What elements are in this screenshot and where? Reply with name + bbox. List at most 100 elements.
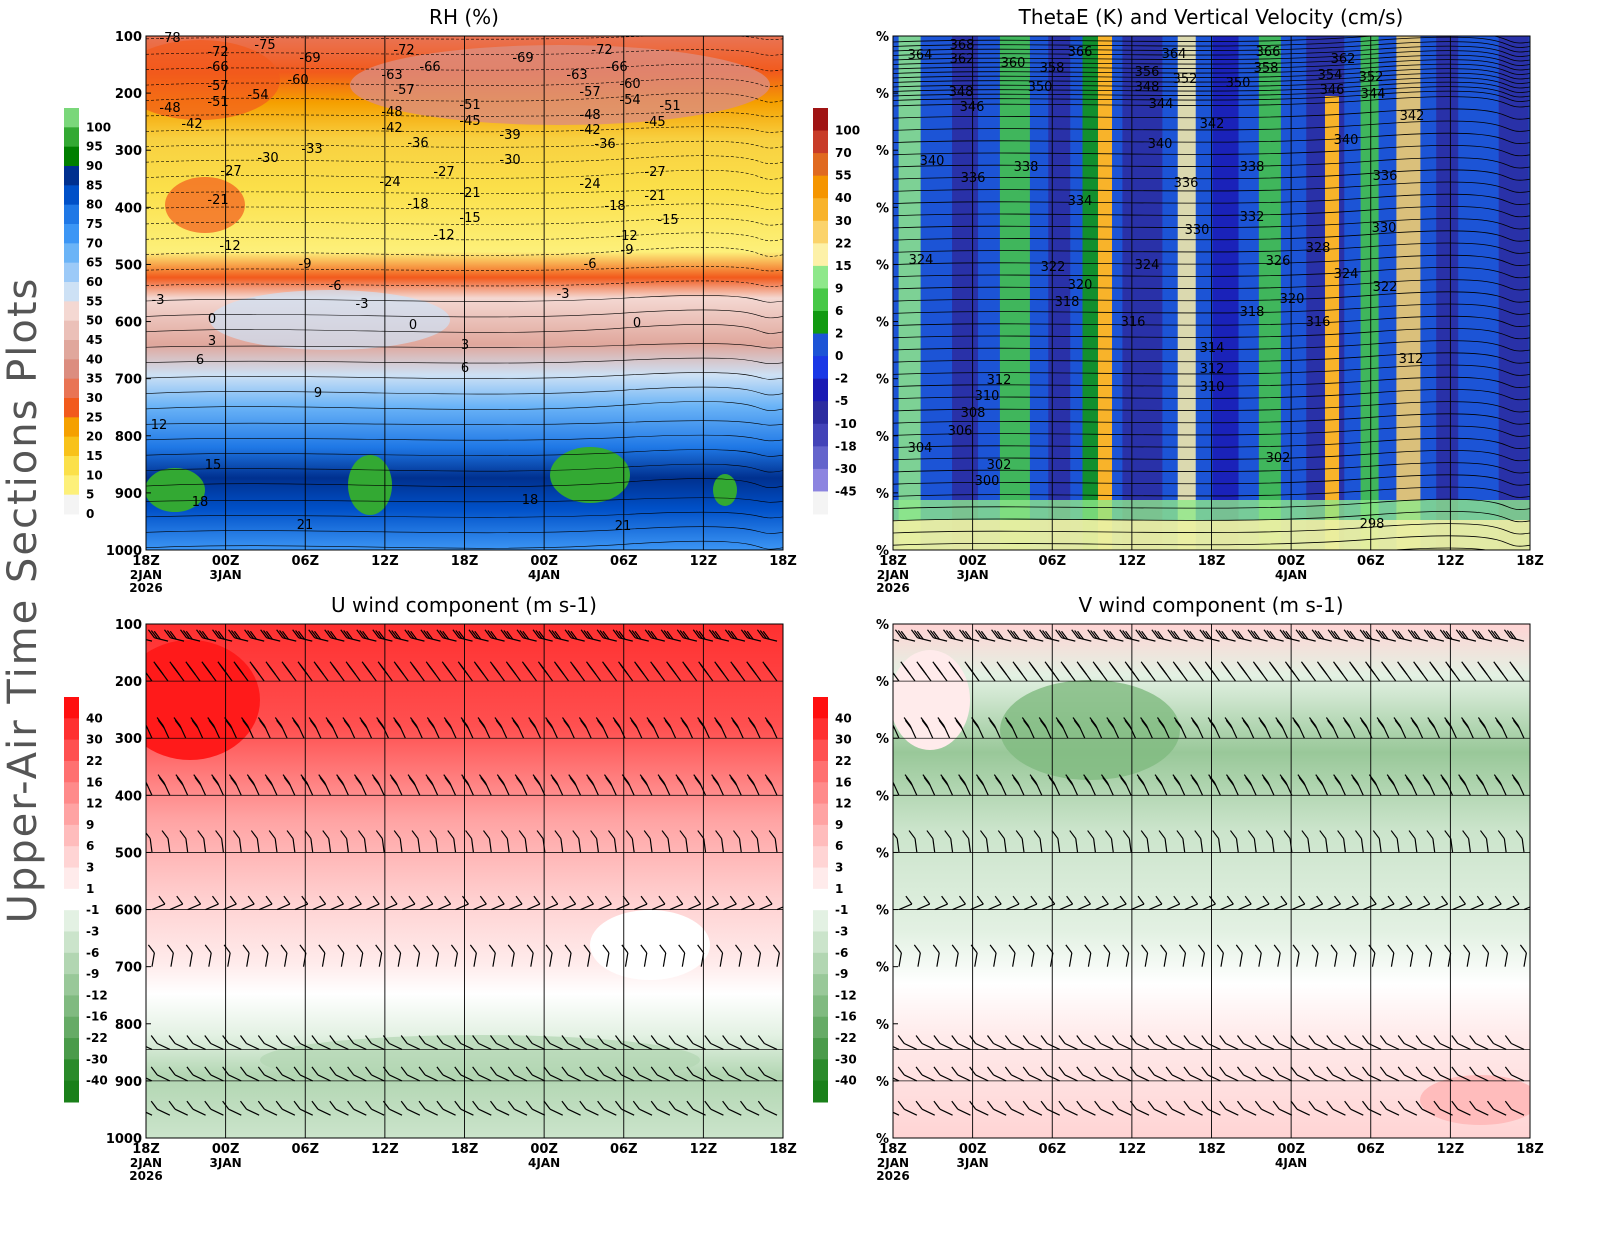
- v-wind-barb-feather: [1197, 944, 1205, 954]
- u-wind-barb-feather: [715, 719, 723, 729]
- u-wind-barb-feather: [579, 1100, 587, 1110]
- thetae-plot-frame: [892, 35, 1531, 551]
- u-wind-barb-feather: [676, 776, 684, 786]
- u-wind-barb-shaft: [488, 838, 492, 853]
- v-wind-barb-feather: [1226, 895, 1234, 905]
- u-wind-barb-feather: [621, 944, 629, 954]
- rh-contour-label: -27: [644, 165, 665, 180]
- u-wind-barb-feather: [166, 630, 174, 639]
- u-wind-barb-feather: [300, 774, 308, 783]
- v-wind-barb-feather: [1273, 944, 1281, 954]
- rh-temperature-contour: [146, 169, 783, 180]
- v-wind-barb-feather: [927, 629, 934, 639]
- v-wind-barb-feather: [1451, 1100, 1459, 1110]
- u-wind-barb-feather: [257, 1100, 265, 1110]
- u-wind-barb-feather: [526, 944, 534, 954]
- rh-temperature-contour: [146, 401, 783, 411]
- v-wind-barb-shaft: [1118, 1042, 1132, 1051]
- u-wind-barb-feather: [282, 774, 290, 783]
- u-colorbar-label: 30: [86, 733, 103, 747]
- v-wind-barb-feather: [991, 629, 999, 639]
- v-wind-barb-feather: [1422, 774, 1430, 783]
- u-wind-barb-feather: [764, 717, 772, 726]
- u-wind-barb-feather: [157, 774, 165, 783]
- u-wind-barb-feather: [597, 719, 604, 729]
- u-wind-barb-feather: [711, 895, 719, 905]
- v-wind-barb-feather: [1190, 774, 1198, 783]
- u-wind-barb-feather: [714, 630, 722, 640]
- u-wind-barb-feather: [147, 629, 155, 639]
- u-wind-barb-feather: [186, 1035, 194, 1044]
- u-wind-barb-feather: [612, 629, 620, 639]
- u-wind-barb-shaft: [721, 838, 725, 853]
- u-wind-barb-feather: [472, 1100, 480, 1110]
- u-wind-barb-feather: [686, 1066, 694, 1076]
- v-wind-barb-feather: [1408, 830, 1416, 839]
- u-wind-barb-feather: [679, 830, 687, 839]
- v-wind-barb-feather: [1105, 830, 1112, 839]
- u-wind-barb-shaft: [506, 838, 510, 853]
- v-wind-barb-feather: [1122, 830, 1130, 839]
- u-wind-barb-shaft: [585, 1074, 599, 1082]
- v-wind-barb-shaft: [957, 1042, 971, 1051]
- u-wind-barb-shaft: [169, 903, 183, 911]
- v-wind-barb-shaft: [1082, 1108, 1096, 1116]
- u-wind-barb-feather: [735, 944, 742, 954]
- u-wind-barb-feather: [179, 830, 187, 839]
- v-wind-barb-shaft: [1100, 1074, 1114, 1082]
- u-wind-barb-feather: [757, 1100, 765, 1110]
- u-wind-barb-feather: [675, 774, 683, 783]
- v-wind-barb-feather: [1253, 630, 1261, 640]
- thetae-contour-label: 330: [1372, 221, 1397, 236]
- v-wind-barb-feather: [1137, 776, 1145, 786]
- u-wind-barb-feather: [685, 666, 693, 676]
- u-wind-barb-feather: [283, 895, 291, 905]
- u-wind-barb-shaft: [299, 1042, 313, 1051]
- v-wind-barb-feather: [1045, 630, 1052, 640]
- rh-contour-label: -48: [381, 105, 402, 120]
- u-wind-barb-feather: [678, 944, 686, 954]
- u-wind-barb-feather: [515, 895, 523, 905]
- u-wind-barb-feather: [281, 630, 289, 640]
- u-wind-barb-feather: [704, 1100, 712, 1110]
- u-wind-barb-feather: [204, 944, 212, 954]
- te-colorbar-swatch: [813, 220, 828, 244]
- u-wind-barb-feather: [382, 1100, 390, 1110]
- v-wind-barb-feather: [1051, 830, 1059, 839]
- v-colorbar-swatch: [813, 803, 828, 826]
- te-date-label: 3JAN: [957, 568, 989, 582]
- v-wind-barb-feather: [1157, 630, 1165, 640]
- u-wind-barb-feather: [561, 1100, 569, 1110]
- v-wind-barb-feather: [1326, 1100, 1334, 1110]
- u-wind-barb-feather: [286, 830, 294, 839]
- u-wind-barb-feather: [257, 1035, 265, 1044]
- u-wind-barb-feather: [728, 774, 736, 783]
- u-wind-barb-feather: [515, 776, 523, 786]
- v-wind-barb-feather: [1429, 630, 1437, 640]
- te-time-tick-label: 00Z: [959, 554, 987, 569]
- v-wind-barb-feather: [999, 666, 1007, 676]
- v-wind-barb-feather: [1221, 630, 1229, 640]
- thetae-contour: [893, 279, 1530, 291]
- u-wind-barb-feather: [146, 831, 151, 839]
- u-wind-barb-feather: [225, 719, 233, 729]
- v-wind-barb-feather: [948, 630, 956, 640]
- v-wind-barb-feather: [1156, 717, 1164, 726]
- v-wind-barb-feather: [1310, 719, 1318, 729]
- u-wind-barb-feather: [413, 666, 421, 676]
- u-wind-barb-feather: [615, 1066, 622, 1076]
- v-wind-barb-feather: [988, 717, 996, 726]
- v-wind-barb-shaft: [1189, 1074, 1203, 1082]
- rh-colorbar-swatch: [64, 456, 79, 476]
- u-colorbar-swatch: [64, 803, 79, 826]
- u-wind-barb-feather: [443, 717, 451, 726]
- u-wind-barb-feather: [586, 895, 594, 905]
- thetae-contour-label: 348: [949, 85, 974, 100]
- thetae-contour: [893, 291, 1530, 303]
- v-wind-barb-feather: [1442, 630, 1450, 639]
- rh-colorbar-label: 50: [86, 314, 103, 328]
- v-wind-barb-shaft: [1093, 838, 1097, 853]
- v-wind-barb-feather: [989, 944, 997, 954]
- rh-colorbar-swatch: [64, 262, 79, 283]
- u-colorbar-label: 3: [86, 861, 94, 875]
